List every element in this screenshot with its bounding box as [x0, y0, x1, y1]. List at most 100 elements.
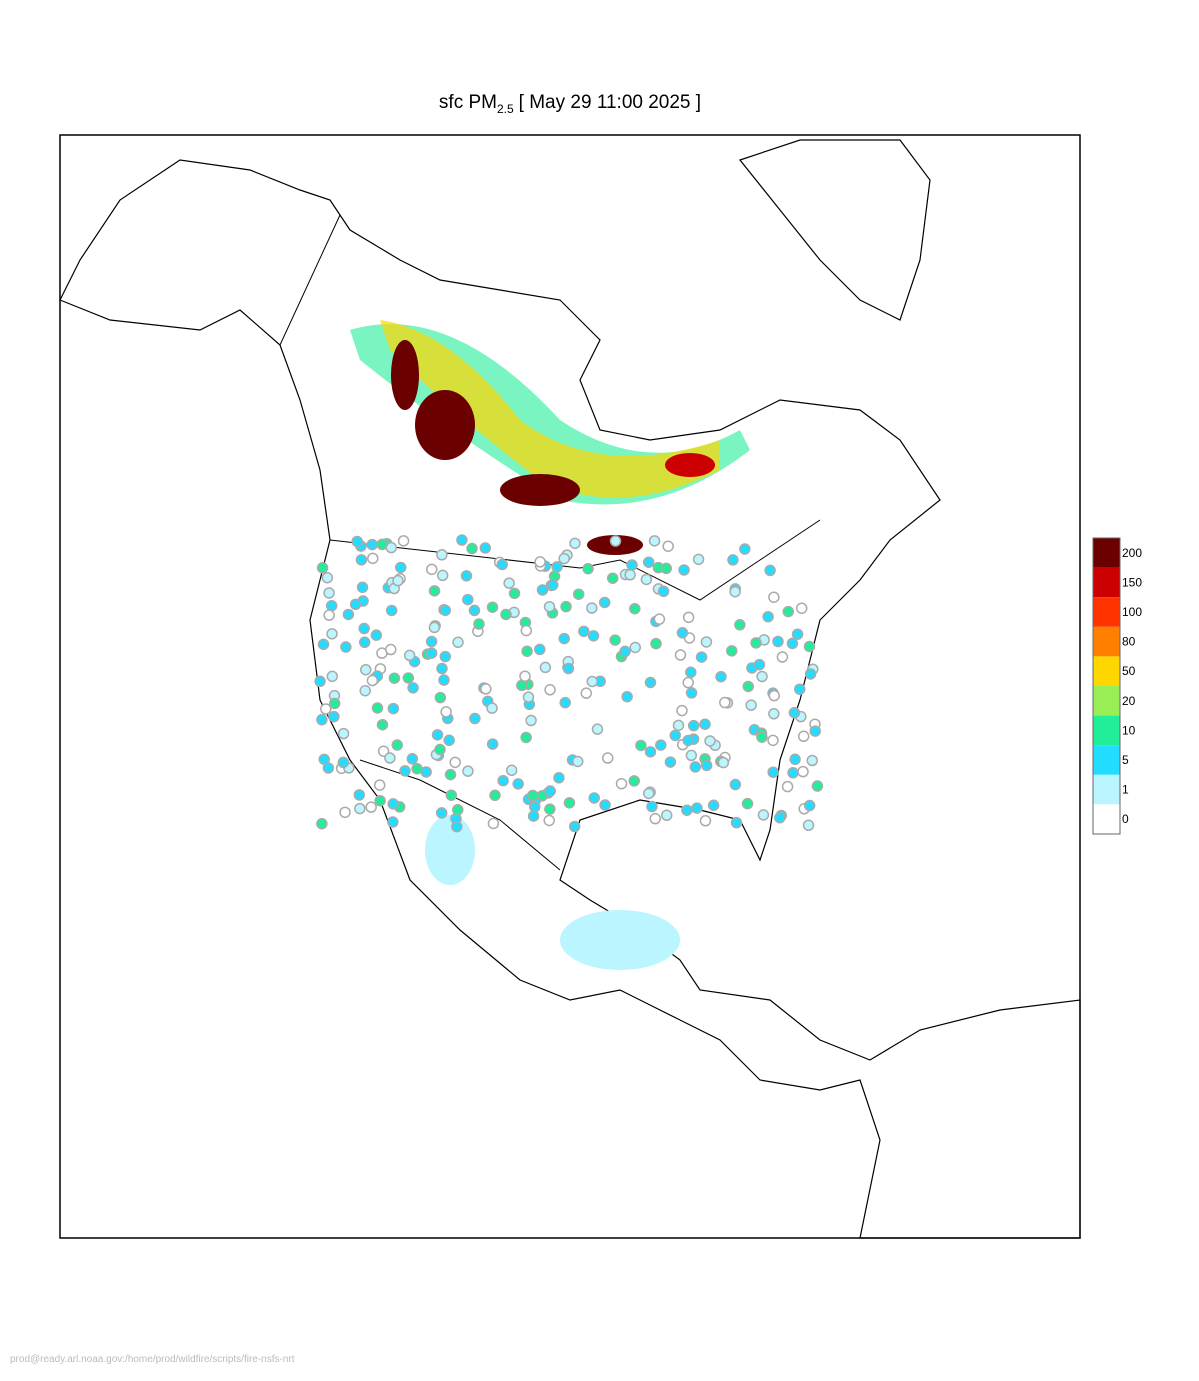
station	[371, 702, 384, 714]
station	[791, 628, 804, 640]
station	[451, 820, 463, 833]
station	[804, 668, 817, 680]
station	[642, 556, 655, 568]
station	[544, 684, 556, 696]
station	[797, 765, 809, 778]
station	[786, 637, 799, 650]
station	[797, 730, 810, 743]
station	[757, 809, 770, 821]
station	[351, 535, 363, 548]
station	[522, 691, 535, 703]
station	[544, 785, 556, 797]
footer-path: prod@ready.arl.noaa.gov:/home/prod/wildf…	[10, 1354, 295, 1365]
station	[354, 802, 366, 815]
station	[767, 766, 779, 778]
station	[586, 602, 598, 614]
colorbar-swatch	[1093, 686, 1120, 716]
station	[360, 663, 372, 676]
station	[739, 543, 751, 555]
station	[385, 604, 398, 617]
station	[644, 676, 657, 689]
station	[588, 792, 600, 804]
station	[539, 661, 552, 674]
station	[500, 608, 512, 621]
station	[806, 754, 818, 767]
station	[439, 604, 452, 617]
station	[462, 765, 474, 777]
colorbar-label: 80	[1122, 635, 1136, 649]
station	[795, 602, 808, 614]
plume	[380, 320, 720, 498]
station	[591, 723, 604, 735]
station	[669, 729, 682, 742]
station	[580, 687, 593, 699]
station	[682, 734, 694, 747]
station	[519, 670, 531, 682]
station	[578, 625, 590, 638]
station	[776, 651, 789, 663]
station	[640, 573, 653, 586]
colorbar-label: 5	[1122, 753, 1129, 767]
station	[359, 684, 371, 697]
station	[367, 552, 379, 565]
station	[374, 794, 386, 807]
station	[480, 683, 492, 695]
station	[520, 731, 532, 744]
station	[606, 572, 619, 584]
station	[692, 553, 705, 566]
station	[508, 587, 521, 600]
station	[750, 637, 762, 649]
map-background	[60, 135, 1080, 1238]
station	[394, 561, 407, 574]
station	[685, 687, 698, 699]
station	[370, 629, 383, 641]
station	[469, 712, 481, 725]
colorbar-label: 50	[1122, 664, 1136, 678]
station	[719, 696, 731, 709]
station	[660, 562, 672, 575]
station	[700, 759, 713, 772]
colorbar-swatch	[1093, 567, 1120, 598]
station	[512, 778, 524, 790]
plume	[560, 910, 680, 970]
station	[648, 535, 661, 547]
station	[373, 779, 386, 791]
station	[479, 542, 492, 554]
station	[320, 703, 332, 715]
station	[525, 714, 537, 727]
station	[503, 577, 515, 589]
station	[496, 558, 508, 571]
station	[621, 690, 633, 703]
station	[707, 799, 720, 812]
station	[431, 729, 444, 741]
colorbar-swatch	[1093, 538, 1120, 568]
station	[767, 734, 779, 747]
station	[365, 801, 377, 813]
station	[624, 569, 636, 581]
station	[403, 649, 416, 662]
station	[650, 637, 662, 650]
station	[628, 775, 640, 787]
station	[489, 789, 501, 802]
station	[486, 738, 499, 750]
station	[599, 799, 611, 811]
station	[328, 697, 341, 710]
station	[436, 549, 448, 561]
station	[436, 569, 449, 582]
station	[435, 807, 448, 819]
station	[349, 598, 362, 611]
station	[391, 739, 403, 751]
station	[452, 636, 464, 649]
station	[782, 605, 795, 618]
station	[544, 803, 556, 815]
station	[685, 749, 698, 762]
station	[443, 734, 455, 747]
station	[587, 630, 600, 642]
station	[629, 602, 641, 615]
station	[406, 753, 419, 765]
station	[626, 559, 638, 571]
station	[646, 800, 658, 813]
colorbar-label: 20	[1122, 694, 1136, 708]
station	[527, 789, 539, 802]
station	[388, 672, 401, 684]
